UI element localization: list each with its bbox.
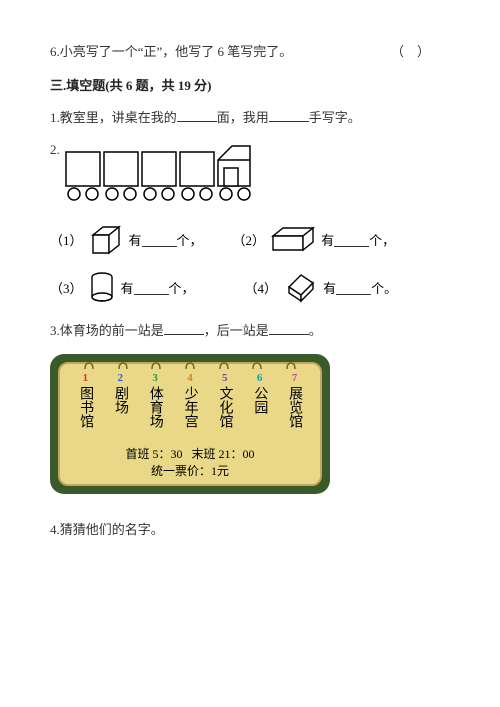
question-3-2: 2. <box>50 142 450 209</box>
q3-suffix: 。 <box>309 323 322 338</box>
hook-icon <box>84 362 94 370</box>
stop-name: 剧场 <box>113 386 128 444</box>
q2-unit-4: 个。 <box>371 278 397 297</box>
q2-after-2: 有 <box>321 230 334 249</box>
q1-prefix: 1.教室里，讲桌在我的 <box>50 110 177 125</box>
q2-item-4: （4） 有 个。 <box>245 273 398 303</box>
q2-item-3: （3） 有 个， <box>50 271 195 305</box>
q2-item-2: （2） 有 个， <box>233 226 396 254</box>
blank <box>177 108 217 122</box>
bus-stops: 1 图书馆 2 剧场 3 体育场 4 少年宫 5 文化馆 6 公园 7 展览馆 <box>68 372 312 444</box>
stop-num: 7 <box>292 372 298 384</box>
hook-icon <box>219 362 229 370</box>
bus-stop: 4 少年宫 <box>176 372 204 444</box>
q2-idx-1: （1） <box>50 230 83 249</box>
q2-idx-2: （2） <box>233 230 266 249</box>
cuboid-icon <box>271 226 315 254</box>
q1-mid: 面，我用 <box>217 110 269 125</box>
stop-name: 公园 <box>252 386 267 444</box>
blank <box>142 233 177 247</box>
first-bus: 首班 5：30 <box>125 447 182 461</box>
blank <box>334 233 369 247</box>
bus-stop: 1 图书馆 <box>71 372 99 444</box>
question-6: 6.小亮写了一个“正”，他写了 6 笔写完了。 （ ） <box>50 40 450 63</box>
fare: 统一票价：1元 <box>151 464 229 478</box>
q2-item-1: （1） 有 个， <box>50 223 203 257</box>
stop-num: 4 <box>187 372 193 384</box>
stop-name: 展览馆 <box>287 386 302 444</box>
prism-icon <box>283 273 317 303</box>
q1-suffix: 手写字。 <box>309 110 361 125</box>
blank <box>336 281 371 295</box>
stop-name: 图书馆 <box>78 386 93 444</box>
cube-icon <box>89 223 123 257</box>
blank <box>269 108 309 122</box>
train-figure <box>64 142 264 204</box>
q2-idx-3: （3） <box>50 278 83 297</box>
bus-stop: 6 公园 <box>246 372 274 444</box>
hook-icon <box>118 362 128 370</box>
stop-num: 2 <box>118 372 124 384</box>
bus-inner: 1 图书馆 2 剧场 3 体育场 4 少年宫 5 文化馆 6 公园 7 展览馆 首班 5：30… <box>58 362 322 486</box>
q2-row-1: （1） 有 个， （2） 有 个， <box>50 223 450 257</box>
q2-unit-2: 个， <box>369 230 395 249</box>
q6-text: 6.小亮写了一个“正”，他写了 6 笔写完了。 <box>50 44 292 59</box>
blank <box>164 321 204 335</box>
hook-icon <box>151 362 161 370</box>
stop-name: 少年宫 <box>182 386 197 444</box>
bus-stop: 5 文化馆 <box>211 372 239 444</box>
stop-num: 3 <box>152 372 158 384</box>
q3-mid: ，后一站是 <box>204 323 269 338</box>
bus-sign: 1 图书馆 2 剧场 3 体育场 4 少年宫 5 文化馆 6 公园 7 展览馆 首班 5：30… <box>50 354 450 494</box>
section-3-title: 三.填空题(共 6 题，共 19 分) <box>50 75 450 94</box>
q4-text: 4.猜猜他们的名字。 <box>50 522 164 537</box>
q2-label: 2. <box>50 142 60 157</box>
stop-num: 6 <box>257 372 263 384</box>
q2-idx-4: （4） <box>245 278 278 297</box>
bus-stop: 7 展览馆 <box>280 372 308 444</box>
q6-paren: （ ） <box>391 40 430 63</box>
bus-stop: 2 剧场 <box>106 372 134 444</box>
stop-name: 文化馆 <box>217 386 232 444</box>
bus-stop: 3 体育场 <box>141 372 169 444</box>
last-bus: 末班 21：00 <box>192 447 255 461</box>
bus-frame: 1 图书馆 2 剧场 3 体育场 4 少年宫 5 文化馆 6 公园 7 展览馆 首班 5：30… <box>50 354 330 494</box>
question-3-3: 3.体育场的前一站是 ，后一站是 。 <box>50 319 450 342</box>
q2-unit-1: 个， <box>177 230 203 249</box>
stop-name: 体育场 <box>147 386 162 444</box>
hook-icon <box>185 362 195 370</box>
bus-schedule: 首班 5：30 末班 21：00 统一票价：1元 <box>68 446 312 480</box>
q2-after-3: 有 <box>121 278 134 297</box>
q3-prefix: 3.体育场的前一站是 <box>50 323 164 338</box>
stop-num: 5 <box>222 372 228 384</box>
cylinder-icon <box>89 271 115 305</box>
q2-after-1: 有 <box>129 230 142 249</box>
hook-icon <box>252 362 262 370</box>
sign-hooks <box>60 362 320 370</box>
blank <box>134 281 169 295</box>
stop-num: 1 <box>83 372 89 384</box>
q2-unit-3: 个， <box>169 278 195 297</box>
hook-icon <box>286 362 296 370</box>
question-3-1: 1.教室里，讲桌在我的 面，我用 手写字。 <box>50 106 450 129</box>
blank <box>269 321 309 335</box>
q2-row-2: （3） 有 个， （4） 有 个。 <box>50 271 450 305</box>
q2-after-4: 有 <box>323 278 336 297</box>
question-3-4: 4.猜猜他们的名字。 <box>50 518 450 541</box>
